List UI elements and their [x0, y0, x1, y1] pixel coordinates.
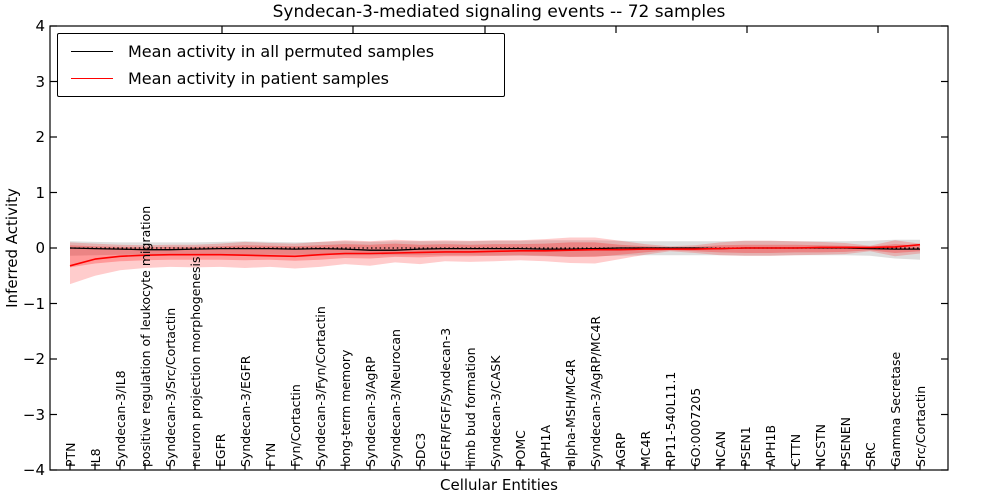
permuted-line-sample-icon [71, 51, 113, 52]
legend-label-permuted: Mean activity in all permuted samples [128, 42, 435, 61]
x-category-label: Syndecan-3/AgRP/MC4R [588, 315, 603, 467]
permuted-std-band [70, 239, 920, 260]
x-category-label: Syndecan-3/EGFR [238, 355, 253, 467]
x-category-label: POMC [513, 430, 528, 467]
x-category-label: NCAN [713, 431, 728, 467]
x-category-label: SRC [863, 442, 878, 467]
chart-title: Syndecan-3-mediated signaling events -- … [272, 2, 726, 22]
x-category-label: neuron projection morphogenesis [188, 256, 203, 467]
x-category-label: IL8 [88, 448, 103, 467]
x-category-label: PSEN1 [738, 426, 753, 467]
y-tick-label: 3 [35, 72, 45, 91]
x-category-label: AGRP [613, 432, 628, 467]
patient-line-sample-icon [71, 78, 113, 79]
x-category-label: PTN [63, 442, 78, 467]
x-category-label: GO:0007205 [688, 387, 703, 467]
x-category-label: long-term memory [338, 349, 353, 467]
x-category-label: SDC3 [413, 432, 428, 467]
x-category-label: limb bud formation [463, 347, 478, 467]
x-category-label: APH1A [538, 425, 553, 467]
y-tick-label: −3 [22, 405, 45, 424]
x-category-label: RP11-540L11.1 [663, 371, 678, 467]
y-tick-label: 1 [35, 183, 45, 202]
x-category-label: PSENEN [838, 417, 853, 467]
x-category-label: EGFR [213, 433, 228, 467]
y-tick-label: −2 [22, 350, 45, 368]
x-category-label: Syndecan-3/CASK [488, 355, 503, 467]
y-tick-label: −4 [22, 461, 45, 479]
y-tick-label: −1 [22, 294, 45, 313]
x-category-label: FYN [263, 442, 278, 467]
legend: Mean activity in all permuted samples Me… [57, 33, 505, 97]
x-category-label: NCSTN [813, 424, 828, 467]
legend-entry-permuted: Mean activity in all permuted samples [71, 42, 504, 61]
legend-entry-patient: Mean activity in patient samples [71, 69, 504, 88]
x-category-label: positive regulation of leukocyte migrati… [138, 205, 153, 467]
x-category-label: alpha-MSH/MC4R [563, 359, 578, 467]
y-tick-label: 4 [35, 17, 45, 35]
x-category-label: Syndecan-3/Fyn/Cortactin [313, 306, 328, 467]
x-category-label: FGFR/FGF/Syndecan-3 [438, 327, 453, 467]
x-category-label: Syndecan-3/IL8 [113, 370, 128, 467]
x-category-label: APH1B [763, 424, 778, 467]
x-category-label: Syndecan-3/Neurocan [388, 329, 403, 467]
patient-mean-line [69, 243, 921, 267]
y-tick-label: 2 [35, 128, 45, 146]
y-tick-label: 0 [35, 239, 45, 257]
x-category-label: MC4R [638, 430, 653, 467]
legend-label-patient: Mean activity in patient samples [128, 69, 389, 88]
x-category-label: Src/Cortactin [913, 385, 928, 467]
x-category-label: Syndecan-3/Src/Cortactin [163, 307, 178, 467]
x-category-label: Syndecan-3/AgRP [363, 356, 378, 467]
x-category-label: Gamma Secretase [888, 351, 903, 467]
x-axis-label: Cellular Entities [440, 476, 558, 494]
x-category-label: Fyn/Cortactin [288, 384, 303, 467]
x-category-label: CTTN [788, 433, 803, 467]
